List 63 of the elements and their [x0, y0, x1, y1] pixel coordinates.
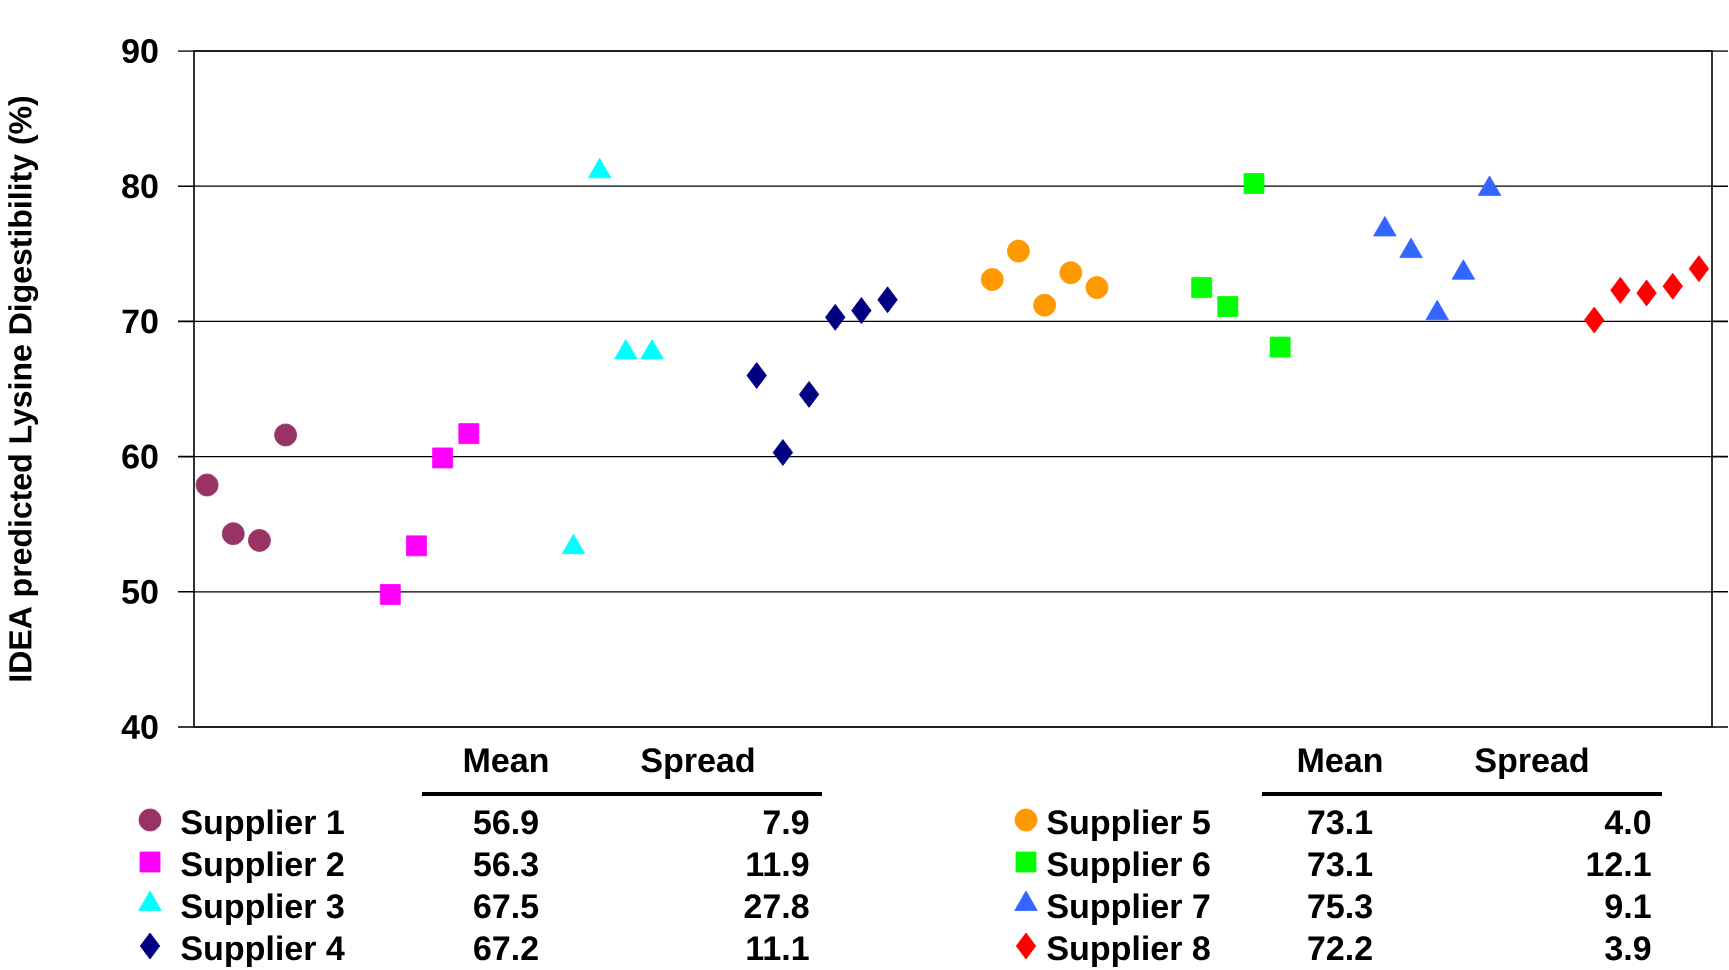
point [1636, 279, 1657, 307]
point [195, 473, 219, 497]
point [1269, 336, 1291, 358]
y-tick-label: 60 [122, 444, 158, 469]
point [798, 381, 820, 408]
point [980, 268, 1004, 291]
legend-label: Supplier 7 [1047, 893, 1210, 926]
text: 3.9 [1605, 936, 1651, 961]
legend-label: Supplier 8 [1047, 935, 1210, 968]
text: 56.3 [473, 852, 538, 877]
text: 27.8 [744, 894, 809, 919]
text: 67.2 [474, 936, 538, 961]
point [274, 423, 298, 447]
legend-label: Supplier 3 [181, 893, 344, 926]
point [248, 529, 271, 552]
point [1085, 276, 1109, 299]
legend-label: Supplier 1 [181, 809, 344, 842]
text: 73.1 [1308, 852, 1373, 877]
point [221, 522, 245, 546]
point [458, 423, 480, 445]
legend-label: Supplier 5 [1047, 809, 1210, 842]
y-tick-label: 50 [122, 579, 158, 604]
point [1584, 306, 1605, 334]
point [772, 439, 794, 466]
point [1610, 276, 1631, 304]
text: 11.9 [747, 852, 809, 877]
legend-label: Supplier 2 [181, 851, 344, 884]
point [1007, 239, 1030, 263]
point [1033, 293, 1057, 317]
point [1662, 272, 1683, 300]
y-tick-label: 40 [121, 714, 158, 740]
text: 67.5 [474, 894, 539, 919]
point [379, 584, 401, 605]
y-tick-label: 90 [122, 38, 158, 64]
text: 75.3 [1308, 894, 1372, 919]
text: Mean [1298, 748, 1382, 773]
point [851, 297, 872, 324]
y-tick-label: 70 [122, 309, 158, 334]
legend-label: Supplier 6 [1047, 851, 1210, 884]
text: 73.1 [1308, 810, 1373, 835]
point [406, 535, 427, 557]
text: 11.1 [747, 936, 809, 960]
y-tick-label: 80 [122, 174, 158, 199]
text: 9.1 [1605, 894, 1651, 919]
y-axis-title: IDEA predicted Lysine Digestibility (%) [8, 96, 39, 681]
text: 12.1 [1587, 852, 1651, 876]
point [432, 447, 454, 469]
text: Mean [464, 748, 548, 773]
point [746, 362, 767, 389]
text: 56.9 [473, 810, 538, 835]
point [877, 286, 898, 314]
legend-label: Supplier 4 [181, 935, 345, 968]
point [825, 303, 846, 331]
point [1688, 255, 1710, 283]
point [1217, 296, 1239, 317]
text: 7.9 [763, 810, 809, 835]
point [1243, 173, 1265, 194]
text: 4.0 [1604, 810, 1651, 835]
text: Spread [1475, 747, 1588, 780]
text: Spread [641, 747, 754, 780]
point [1191, 277, 1213, 298]
point [1059, 261, 1083, 285]
text: 72.2 [1308, 936, 1372, 960]
